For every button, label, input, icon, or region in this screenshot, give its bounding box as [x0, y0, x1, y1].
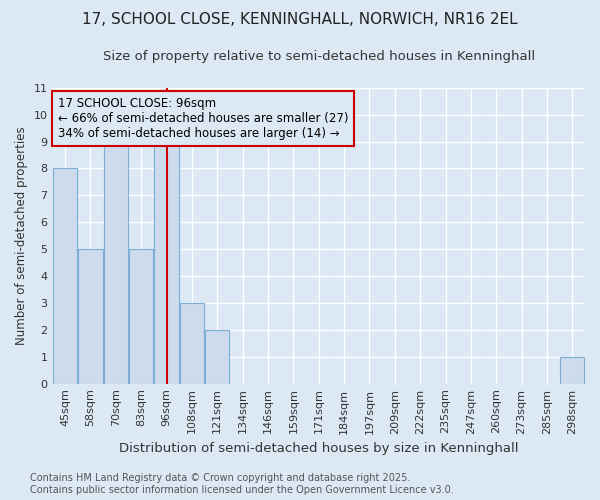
Title: Size of property relative to semi-detached houses in Kenninghall: Size of property relative to semi-detach…	[103, 50, 535, 63]
Text: Contains HM Land Registry data © Crown copyright and database right 2025.
Contai: Contains HM Land Registry data © Crown c…	[30, 474, 454, 495]
Y-axis label: Number of semi-detached properties: Number of semi-detached properties	[15, 126, 28, 345]
Bar	[79, 249, 103, 384]
Bar	[560, 357, 584, 384]
Bar	[205, 330, 229, 384]
Bar	[104, 142, 128, 384]
X-axis label: Distribution of semi-detached houses by size in Kenninghall: Distribution of semi-detached houses by …	[119, 442, 518, 455]
Bar	[180, 303, 204, 384]
Bar	[53, 168, 77, 384]
Bar	[129, 249, 153, 384]
Text: 17, SCHOOL CLOSE, KENNINGHALL, NORWICH, NR16 2EL: 17, SCHOOL CLOSE, KENNINGHALL, NORWICH, …	[82, 12, 518, 28]
Text: 17 SCHOOL CLOSE: 96sqm
← 66% of semi-detached houses are smaller (27)
34% of sem: 17 SCHOOL CLOSE: 96sqm ← 66% of semi-det…	[58, 96, 348, 140]
Bar	[154, 142, 179, 384]
